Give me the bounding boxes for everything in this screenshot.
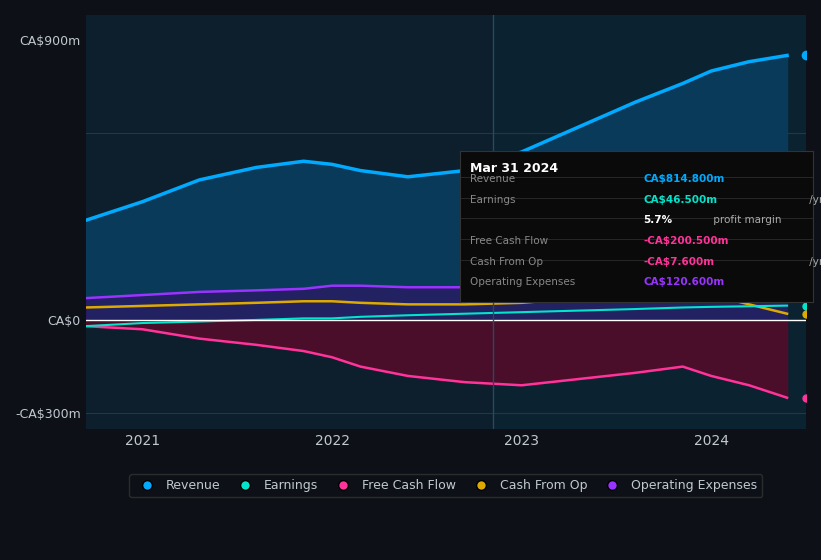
Legend: Revenue, Earnings, Free Cash Flow, Cash From Op, Operating Expenses: Revenue, Earnings, Free Cash Flow, Cash …	[130, 474, 762, 497]
Text: /yr: /yr	[805, 256, 821, 267]
Text: Earnings: Earnings	[470, 194, 516, 204]
Text: CA$120.600m: CA$120.600m	[644, 277, 725, 287]
Text: CA$814.800m: CA$814.800m	[644, 174, 725, 184]
Text: Free Cash Flow: Free Cash Flow	[470, 236, 548, 246]
Text: CA$46.500m: CA$46.500m	[644, 194, 718, 204]
Text: Operating Expenses: Operating Expenses	[470, 277, 576, 287]
Text: Cash From Op: Cash From Op	[470, 256, 544, 267]
Text: 5.7%: 5.7%	[644, 215, 672, 225]
Text: Mar 31 2024: Mar 31 2024	[470, 162, 558, 175]
Text: Revenue: Revenue	[470, 174, 516, 184]
Text: profit margin: profit margin	[710, 215, 782, 225]
Text: /yr: /yr	[805, 194, 821, 204]
Text: -CA$7.600m: -CA$7.600m	[644, 256, 714, 267]
Text: -CA$200.500m: -CA$200.500m	[644, 236, 729, 246]
Bar	[493, 15, 806, 429]
